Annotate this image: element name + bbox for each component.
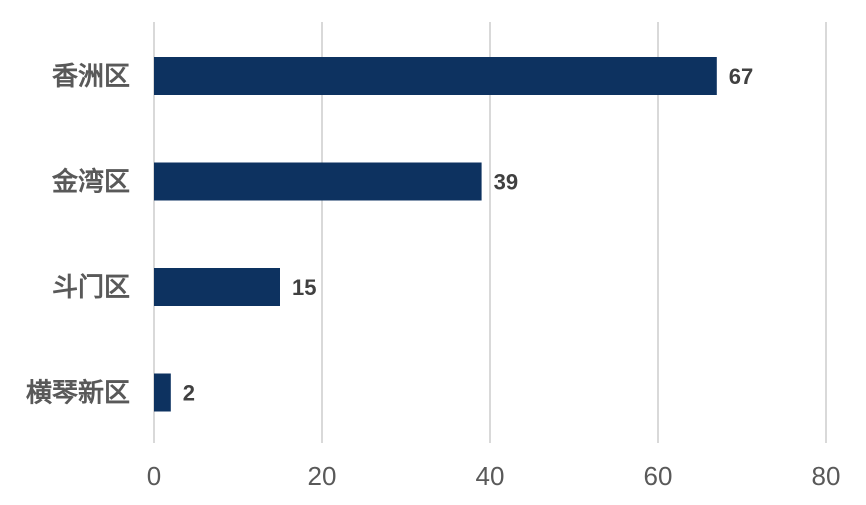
x-tick-label-80: 80: [812, 461, 841, 491]
data-label-3: 15: [292, 275, 316, 300]
category-label-2: 金湾区: [51, 167, 130, 198]
category-label-4: 横琴新区: [26, 378, 130, 409]
x-tick-label-0: 0: [147, 461, 161, 491]
bar-3: [154, 268, 280, 306]
x-tick-label-40: 40: [476, 461, 505, 491]
bar-1: [154, 57, 717, 95]
data-labels: 67 39 15 2: [183, 64, 753, 406]
bar-2: [154, 162, 482, 201]
data-label-4: 2: [183, 381, 195, 406]
category-label-3: 斗门区: [52, 273, 130, 303]
bars: [154, 57, 717, 412]
data-label-2: 39: [494, 170, 518, 195]
x-tick-label-20: 20: [308, 461, 337, 491]
data-label-1: 67: [729, 64, 753, 89]
bar-4: [154, 373, 171, 412]
category-label-1: 香洲区: [52, 62, 130, 92]
x-axis-tick-labels: 0 20 40 60 80: [147, 461, 841, 491]
x-tick-label-60: 60: [644, 461, 673, 491]
